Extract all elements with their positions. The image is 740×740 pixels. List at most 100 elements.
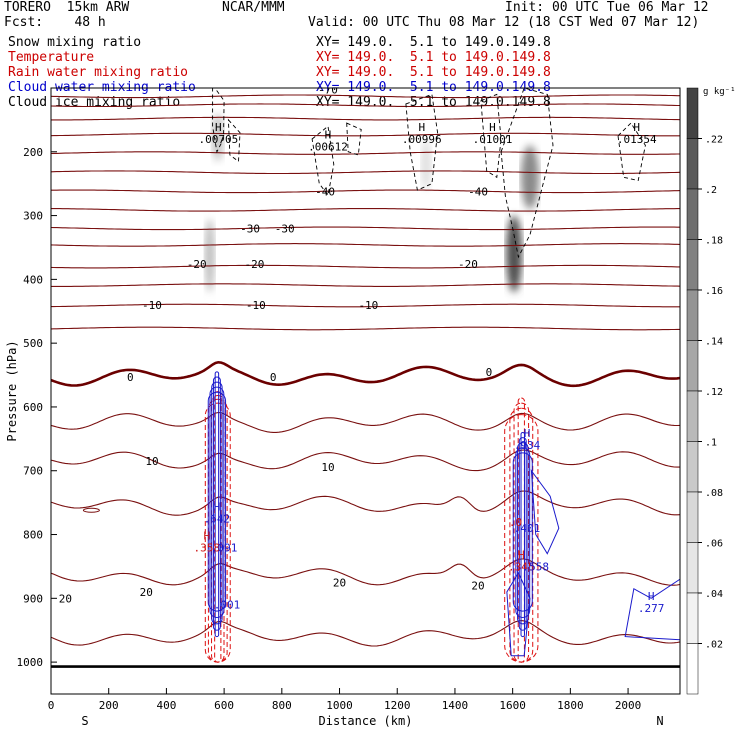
y-tick-label: 300 — [23, 210, 43, 223]
colorbar-tick-label: .02 — [705, 640, 723, 651]
y-tick-label: 600 — [23, 401, 43, 414]
isotherm-line — [51, 151, 680, 155]
x-axis-label: Distance (km) — [319, 714, 413, 728]
isotherm-line — [51, 243, 680, 247]
y-tick-label: 800 — [23, 529, 43, 542]
maximum-value-label: .001 — [214, 599, 241, 612]
colorbar-band — [686, 87, 699, 139]
colorbar-band — [686, 390, 699, 442]
isotherm-label: 20 — [471, 580, 484, 593]
colorbar-band — [686, 592, 699, 644]
maximum-value-label: .01001 — [473, 133, 513, 146]
isotherm-line — [51, 303, 680, 308]
isotherm-closed-contour — [82, 507, 100, 513]
isotherm-label: -20 — [458, 258, 478, 271]
isotherm-line — [51, 620, 680, 647]
snow-shading-4 — [421, 139, 432, 191]
colorbar-band — [686, 340, 699, 392]
colorbar-band — [686, 138, 699, 190]
cloud-ice-contour — [212, 88, 225, 154]
rain-contour — [204, 402, 231, 663]
snow-shading-2 — [506, 215, 523, 293]
colorbar-band — [686, 289, 699, 341]
legend-temperature: Temperature — [8, 50, 95, 65]
isotherm-line — [51, 360, 680, 388]
cloud-water-contour — [512, 452, 533, 612]
cloud-water-contour — [209, 386, 225, 618]
isotherm-label: -40 — [468, 185, 488, 198]
colorbar-band — [686, 491, 699, 543]
colorbar-tick-label: .16 — [705, 286, 723, 297]
snow-shading-1 — [204, 218, 215, 293]
maximum-value-label: .358 — [194, 541, 221, 554]
isotherm-label: 0 — [127, 371, 134, 384]
isotherm-line — [51, 226, 680, 231]
colorbar-band — [686, 542, 699, 594]
isotherm-label: -10 — [142, 299, 162, 312]
x-tick-label: 400 — [156, 699, 176, 712]
colorbar-tick-label: .1 — [705, 438, 717, 449]
x-tick-label: 1600 — [499, 699, 526, 712]
maximum-marker: H — [215, 121, 222, 134]
isotherm-label: 10 — [321, 461, 334, 474]
y-tick-label: 400 — [23, 273, 43, 286]
legend-rain-xy: XY= 149.0. 5.1 to 149.0.149.8 — [316, 65, 551, 80]
maximum-value-label: .00996 — [402, 133, 442, 146]
y-tick-label: 1000 — [17, 656, 44, 669]
isotherm-line — [51, 283, 680, 287]
cloud-ice-contour — [500, 88, 554, 259]
maximum-marker: H — [633, 121, 640, 134]
cloud-water-contour — [212, 376, 221, 631]
isotherm-label: -70 — [318, 83, 338, 96]
colorbar-tick-label: .2 — [705, 185, 717, 196]
cloud-water-contour — [515, 447, 531, 618]
maximum-value-label: .934 — [514, 439, 541, 452]
cloud-water-contour — [214, 371, 220, 638]
x-tick-label: 1800 — [557, 699, 584, 712]
legend-snow: Snow mixing ratio — [8, 35, 142, 50]
maximum-value-label: .642 — [204, 513, 231, 526]
isotherm-label: -20 — [187, 258, 207, 271]
y-tick-label: 500 — [23, 337, 43, 350]
legend-temperature-xy: XY= 149.0. 5.1 to 149.0.149.8 — [316, 50, 551, 65]
isotherm-line — [51, 490, 680, 516]
valid-time: Valid: 00 UTC Thu 08 Mar 12 (18 CST Wed … — [308, 15, 700, 30]
isotherm-label: 0 — [270, 371, 277, 384]
x-tick-label: 200 — [99, 699, 119, 712]
maximum-marker: H — [524, 427, 531, 440]
isotherm-line — [51, 558, 680, 586]
cloud-ice-contour — [346, 122, 362, 156]
south-end-label: S — [81, 714, 88, 728]
isotherm-line — [51, 94, 680, 99]
isotherm-label: 0 — [486, 366, 493, 379]
north-end-label: N — [656, 714, 663, 728]
isotherm-line — [51, 132, 680, 137]
isotherm-label: 20 — [140, 586, 153, 599]
colorbar-tick-label: .22 — [705, 135, 723, 146]
legend-rain: Rain water mixing ratio — [8, 65, 189, 80]
isotherm-line — [51, 326, 680, 331]
cloud-water-contour — [506, 571, 531, 657]
x-tick-label: 1400 — [442, 699, 469, 712]
snow-shading-3 — [520, 145, 539, 210]
organization: NCAR/MMM — [222, 0, 285, 15]
x-tick-label: 600 — [214, 699, 234, 712]
isotherm-line — [51, 449, 680, 472]
cloud-water-contour — [207, 391, 227, 612]
maximum-value-label: .00612 — [308, 141, 348, 154]
colorbar-tick-label: .12 — [705, 387, 723, 398]
isotherm-label: 10 — [145, 455, 158, 468]
snow-shading-0 — [211, 113, 224, 162]
isotherm-line — [51, 170, 680, 175]
cloud-water-contour — [530, 469, 560, 555]
cloud-ice-contour — [311, 125, 335, 197]
isotherm-label: 20 — [333, 576, 346, 589]
cloud-water-contour — [518, 437, 527, 631]
forecast-hour: Fcst: 48 h — [4, 15, 106, 30]
maximum-marker: H — [418, 121, 425, 134]
maximum-value-label: .401 — [514, 522, 541, 535]
y-axis-label: Pressure (hPa) — [5, 340, 19, 441]
colorbar-band — [686, 188, 699, 240]
isotherm-label: -10 — [246, 299, 266, 312]
maximum-value-label: .00705 — [198, 133, 238, 146]
